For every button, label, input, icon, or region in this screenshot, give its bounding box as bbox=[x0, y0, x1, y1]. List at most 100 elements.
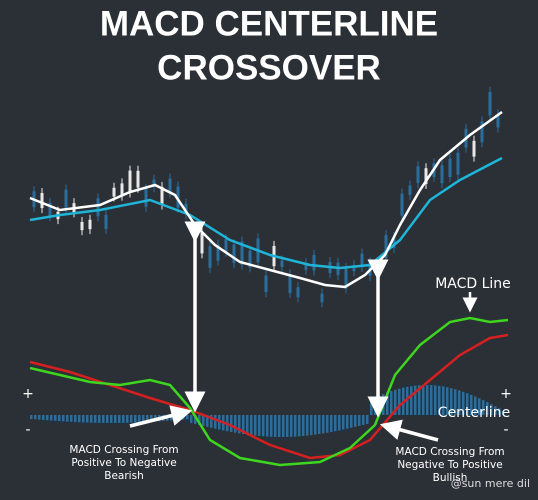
histogram-bar bbox=[178, 415, 181, 420]
histogram-bar bbox=[106, 415, 109, 423]
histogram-bar bbox=[286, 415, 289, 437]
candle-body bbox=[352, 265, 356, 272]
candle-body bbox=[208, 246, 212, 268]
watermark: @sun mere dil bbox=[451, 477, 530, 490]
candle-body bbox=[360, 253, 364, 267]
label: + bbox=[22, 386, 34, 402]
histogram-bar bbox=[146, 415, 149, 423]
candle-body bbox=[96, 198, 100, 217]
candle-body bbox=[344, 268, 348, 289]
histogram-bar bbox=[38, 415, 41, 420]
candle-body bbox=[392, 237, 396, 248]
annotation: MACD Crossing From bbox=[395, 446, 504, 458]
histogram-bar bbox=[114, 415, 117, 423]
histogram-bar bbox=[354, 415, 357, 427]
candle-body bbox=[288, 274, 292, 293]
candle-body bbox=[248, 250, 252, 268]
candle-body bbox=[160, 186, 164, 205]
arrows bbox=[129, 221, 478, 442]
histogram-bar bbox=[138, 415, 141, 423]
candle-body bbox=[224, 239, 228, 252]
histogram-bar bbox=[306, 415, 309, 436]
histogram-bar bbox=[230, 415, 233, 432]
candle-body bbox=[152, 179, 156, 188]
histogram-bar bbox=[42, 415, 45, 420]
candle-body bbox=[216, 244, 220, 261]
histogram-bar bbox=[246, 415, 249, 435]
histogram-bar bbox=[470, 394, 473, 415]
histogram-bar bbox=[210, 415, 213, 428]
histogram-bar bbox=[270, 415, 273, 437]
histogram-bar bbox=[238, 415, 241, 434]
histogram-bar bbox=[486, 402, 489, 415]
histogram-bar bbox=[502, 410, 505, 415]
signal-line bbox=[29, 333, 509, 460]
candle-body bbox=[64, 189, 68, 208]
histogram-bar bbox=[186, 415, 189, 420]
histogram-bar bbox=[442, 386, 445, 415]
candle-body bbox=[232, 244, 236, 263]
histogram-bar bbox=[278, 415, 281, 437]
histogram-bar bbox=[66, 415, 69, 422]
histogram-bar bbox=[374, 397, 377, 415]
label: MACD Line bbox=[435, 276, 511, 292]
histogram-bar bbox=[150, 415, 153, 422]
candle-body bbox=[168, 178, 172, 193]
histogram-bar bbox=[450, 388, 453, 415]
title: CROSSOVER bbox=[157, 48, 381, 87]
histogram-bar bbox=[142, 415, 145, 423]
histogram-bar bbox=[418, 385, 421, 415]
label: + bbox=[500, 386, 512, 402]
histogram-bar bbox=[130, 415, 133, 423]
candle-body bbox=[408, 185, 412, 195]
histogram-bar bbox=[342, 415, 345, 430]
histogram-bar bbox=[86, 415, 89, 423]
histogram-bar bbox=[406, 386, 409, 415]
histogram-bar bbox=[82, 415, 85, 423]
candle-body bbox=[400, 193, 404, 216]
candle-body bbox=[80, 221, 84, 231]
histogram-bar bbox=[194, 415, 197, 424]
histogram-bar bbox=[234, 415, 237, 433]
histogram-bar bbox=[346, 415, 349, 429]
histogram-bar bbox=[206, 415, 209, 427]
candle-body bbox=[136, 170, 140, 188]
histogram-bar bbox=[426, 385, 429, 415]
histogram-bar bbox=[394, 389, 397, 415]
histogram-bar bbox=[458, 390, 461, 415]
candle-body bbox=[488, 91, 492, 116]
histogram-bar bbox=[322, 415, 325, 434]
histogram-bar bbox=[454, 389, 457, 415]
histogram-bar bbox=[182, 415, 185, 420]
annotation: Negative To Positive bbox=[397, 459, 502, 471]
candle-body bbox=[304, 263, 308, 270]
histogram-bar bbox=[422, 385, 425, 415]
histogram-bar bbox=[54, 415, 57, 421]
histogram-bar bbox=[494, 406, 497, 415]
histogram-bar bbox=[78, 415, 81, 423]
histogram-bar bbox=[110, 415, 113, 423]
title: MACD CENTERLINE bbox=[100, 4, 438, 43]
arrow bbox=[379, 419, 439, 442]
slow-average bbox=[29, 156, 503, 270]
macd-line bbox=[29, 316, 509, 467]
histogram-bar bbox=[282, 415, 285, 437]
label: - bbox=[25, 422, 30, 438]
candle-body bbox=[112, 187, 116, 197]
histogram-bar bbox=[46, 415, 49, 421]
histogram-bar bbox=[478, 398, 481, 415]
histogram-bar bbox=[414, 385, 417, 415]
histogram-bar bbox=[242, 415, 245, 435]
histogram-bar bbox=[350, 415, 353, 428]
candle-body bbox=[144, 189, 148, 207]
label: - bbox=[503, 422, 508, 438]
candle-body bbox=[480, 121, 484, 143]
histogram-bar bbox=[338, 415, 341, 431]
histogram-bar bbox=[490, 404, 493, 415]
candle-body bbox=[456, 152, 460, 175]
histogram-bar bbox=[310, 415, 313, 436]
candle-body bbox=[416, 166, 420, 184]
histogram-bar bbox=[398, 388, 401, 415]
candle-body bbox=[40, 192, 44, 209]
